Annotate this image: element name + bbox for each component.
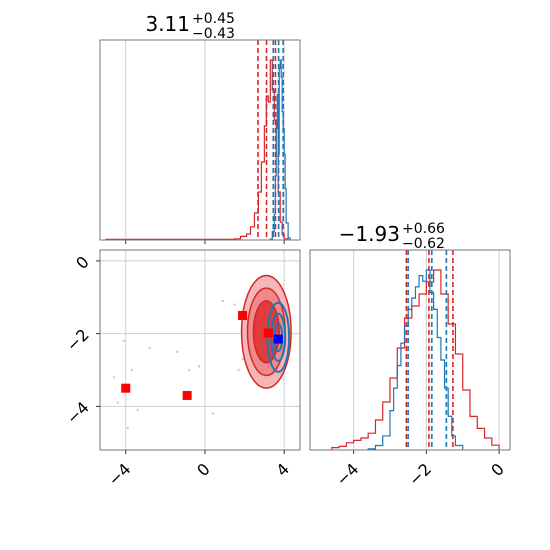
joint-scatter-point <box>221 299 224 303</box>
joint-scatter-point <box>112 376 116 379</box>
joint-red-marker <box>121 383 131 393</box>
marginal-x-frame <box>99 39 301 241</box>
joint-blue-marker <box>273 334 283 344</box>
joint-scatter-point <box>130 368 133 372</box>
joint-red-marker <box>238 310 248 320</box>
marginal-y-histogram-series-0 <box>331 269 500 450</box>
joint-x-tick-label: 4 <box>272 459 293 480</box>
joint-y-tick-label: −2 <box>63 325 93 355</box>
marginal-y-title-value: −1.93 <box>339 222 400 246</box>
joint-red-marker <box>182 390 192 400</box>
marginal-x-title-minus: −0.43 <box>192 26 235 42</box>
joint-scatter-point <box>187 368 191 372</box>
joint-frame <box>99 249 301 451</box>
joint-x-tick-label: −4 <box>104 459 134 489</box>
marginal-x-title-value: 3.11 <box>145 12 190 36</box>
marginal-x-title-plus: +0.45 <box>192 11 235 27</box>
joint-red-marker <box>263 328 273 338</box>
joint-scatter-point <box>233 303 236 306</box>
marginal-y-title-minus: −0.62 <box>402 236 445 252</box>
joint-y-tick-label: 0 <box>72 252 93 273</box>
marginal-y-x-tick-label: −4 <box>332 459 362 489</box>
joint-scatter-point <box>241 357 244 361</box>
joint-scatter-point <box>237 368 240 372</box>
marginal-y-frame <box>309 249 511 451</box>
joint-scatter-point <box>176 350 179 354</box>
marginal-y-x-tick-label: 0 <box>487 459 508 480</box>
joint-scatter-point <box>122 339 125 343</box>
joint-scatter-point <box>116 401 120 404</box>
joint-x-tick-label: 0 <box>193 459 214 480</box>
joint-scatter-point <box>211 412 215 415</box>
joint-scatter-point <box>197 365 201 368</box>
marginal-x-histogram-series-1 <box>269 59 291 240</box>
joint-scatter-point <box>148 346 151 350</box>
marginal-y-title-plus: +0.66 <box>402 221 445 237</box>
joint-scatter-point <box>136 408 139 412</box>
joint-scatter-point <box>126 426 129 430</box>
joint-y-tick-label: −4 <box>63 398 93 428</box>
marginal-y-background <box>310 250 510 450</box>
marginal-y-x-tick-label: −2 <box>405 459 435 489</box>
